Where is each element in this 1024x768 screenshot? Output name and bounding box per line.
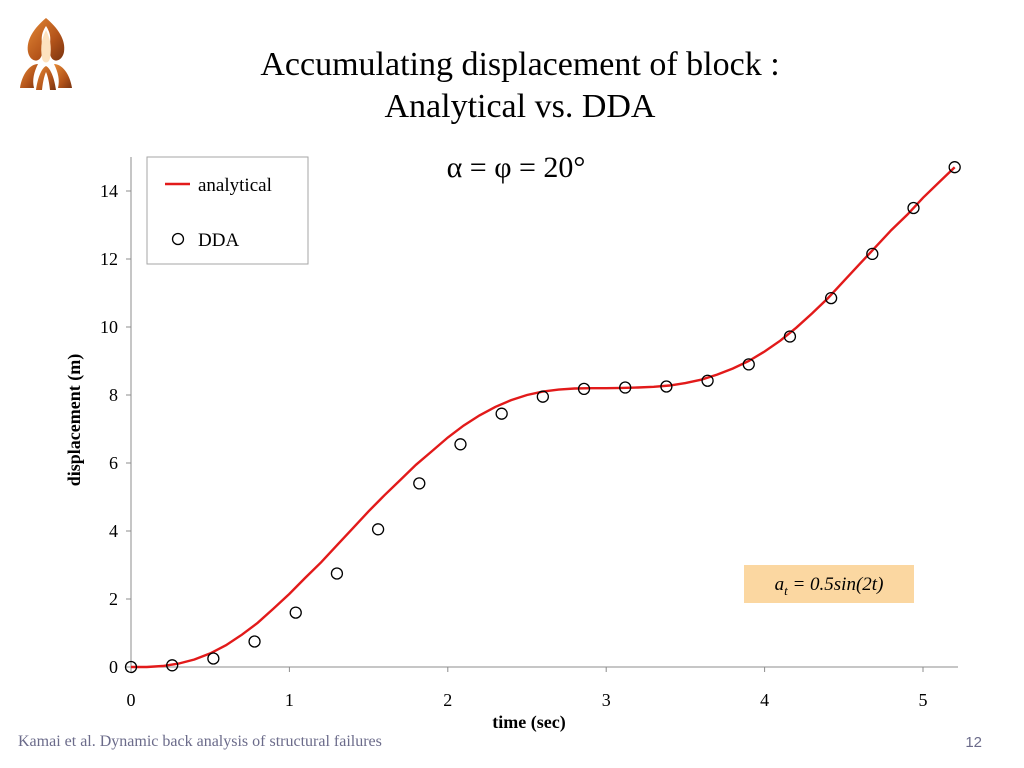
y-tick-label: 12 bbox=[100, 249, 118, 269]
dda-data-point bbox=[536, 390, 549, 403]
legend-dda-label: DDA bbox=[198, 230, 239, 251]
title-line-2: Analytical vs. DDA bbox=[384, 88, 656, 125]
footer-citation: Kamai et al. Dynamic back analysis of st… bbox=[18, 733, 382, 750]
y-tick-label: 2 bbox=[109, 589, 118, 609]
x-tick-label: 4 bbox=[760, 690, 769, 710]
y-tick-label: 10 bbox=[100, 317, 118, 337]
y-tick-label: 0 bbox=[109, 657, 118, 677]
legend-analytical-label: analytical bbox=[198, 175, 272, 196]
dda-data-point bbox=[948, 161, 961, 174]
dda-data-point bbox=[454, 438, 467, 451]
y-tick-label: 14 bbox=[100, 181, 118, 201]
dda-data-point bbox=[166, 659, 179, 672]
y-axis-ticks: 0 2 4 6 8 10 12 14 bbox=[100, 181, 131, 677]
series-dda-markers bbox=[124, 161, 961, 674]
chart-subtitle: α = φ = 20° bbox=[447, 151, 586, 184]
dda-data-point bbox=[783, 330, 797, 343]
legend: analytical DDA bbox=[146, 156, 309, 265]
annotation-text: at = 0.5sin(2t) bbox=[775, 574, 884, 598]
y-tick-label: 6 bbox=[109, 453, 118, 473]
annotation-rest: = 0.5sin(2t) bbox=[788, 574, 884, 595]
x-tick-label: 1 bbox=[285, 690, 294, 710]
dda-data-point bbox=[248, 635, 261, 648]
y-axis-label: displacement (m) bbox=[64, 354, 85, 486]
x-tick-label: 5 bbox=[919, 690, 928, 710]
x-tick-label: 3 bbox=[602, 690, 611, 710]
dda-data-point bbox=[701, 374, 714, 387]
y-tick-label: 8 bbox=[109, 385, 118, 405]
x-tick-label: 2 bbox=[443, 690, 452, 710]
university-logo bbox=[20, 18, 72, 90]
x-axis-ticks: 0 1 2 3 4 5 bbox=[127, 667, 928, 710]
dda-data-point bbox=[207, 652, 220, 665]
equation-annotation: at = 0.5sin(2t) bbox=[744, 565, 914, 603]
title-line-1: Accumulating displacement of block : bbox=[260, 46, 780, 83]
legend-dda-swatch bbox=[171, 232, 185, 246]
x-tick-label: 0 bbox=[127, 690, 136, 710]
dda-data-point bbox=[824, 291, 838, 305]
dda-data-point bbox=[495, 407, 508, 420]
dda-data-point bbox=[742, 358, 755, 371]
dda-data-point bbox=[124, 660, 138, 674]
dda-data-point bbox=[289, 606, 302, 619]
dda-data-point bbox=[330, 567, 344, 580]
annotation-box bbox=[744, 565, 914, 603]
dda-data-point bbox=[866, 247, 879, 261]
x-axis-label: time (sec) bbox=[492, 712, 565, 733]
dda-data-point bbox=[371, 523, 385, 536]
dda-data-point bbox=[660, 380, 673, 393]
dda-data-point bbox=[413, 477, 426, 490]
dda-data-point bbox=[907, 201, 920, 215]
slide-title: Accumulating displacement of block : Ana… bbox=[150, 44, 890, 128]
annotation-prefix: a bbox=[775, 574, 785, 595]
legend-box bbox=[146, 156, 309, 265]
y-tick-label: 4 bbox=[109, 521, 118, 541]
annotation-subscript: t bbox=[784, 583, 788, 598]
slide-number: 12 bbox=[965, 734, 982, 751]
dda-data-point bbox=[619, 381, 632, 394]
dda-data-point bbox=[577, 382, 591, 396]
